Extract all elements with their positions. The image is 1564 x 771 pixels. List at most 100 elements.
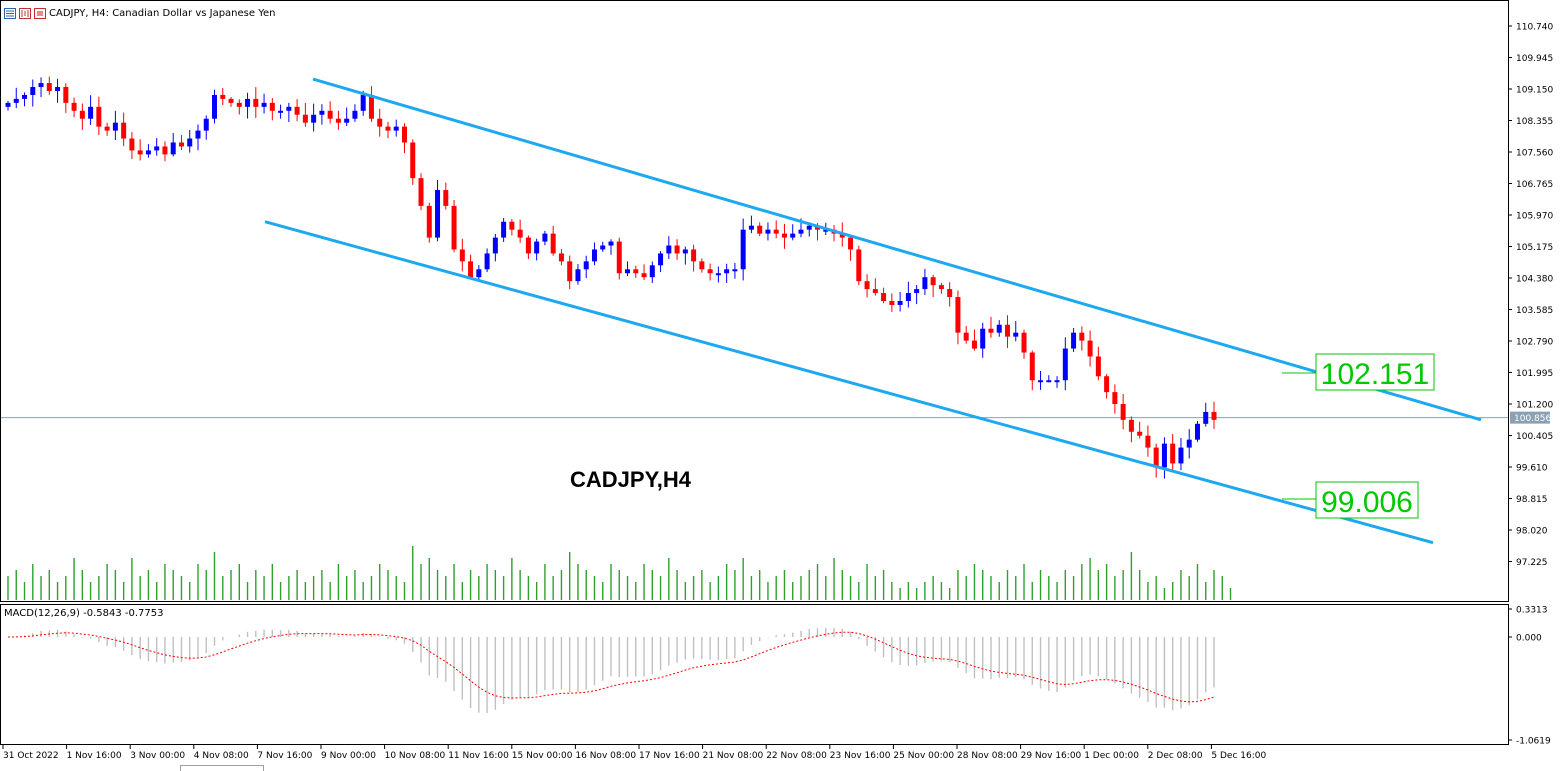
candle-body <box>476 269 482 278</box>
macd-tick-label: -1.0619 <box>1516 737 1551 747</box>
candle-body <box>567 261 573 282</box>
candle-body <box>154 146 160 151</box>
time-tick-label: 31 Oct 2022 <box>3 751 59 761</box>
candle-body <box>245 98 251 107</box>
candle-body <box>385 126 391 131</box>
macd-tick-label: 0.3313 <box>1516 606 1548 616</box>
candle-body <box>773 229 779 234</box>
time-tick-label: 1 Dec 00:00 <box>1084 751 1139 761</box>
candle-body <box>468 261 474 278</box>
candle-body <box>872 289 878 294</box>
candle-body <box>104 126 110 131</box>
candle-body <box>368 94 374 119</box>
candle-body <box>1178 447 1184 464</box>
chart-description: Canadian Dollar vs Japanese Yen <box>112 7 276 19</box>
price-tick-label: 99.610 <box>1516 464 1548 474</box>
upper-level-box[interactable] <box>1315 353 1435 391</box>
candle-body <box>88 106 94 119</box>
candle-body <box>955 297 961 333</box>
current-price-label: 100.856 <box>1514 414 1551 424</box>
price-tick-label: 102.790 <box>1516 338 1553 348</box>
candle-body <box>947 289 953 298</box>
channel-lower-line[interactable] <box>264 220 1434 545</box>
candle-body <box>864 281 870 290</box>
time-tick-label: 28 Nov 08:00 <box>957 751 1018 761</box>
candle-body <box>1145 435 1151 448</box>
price-tick-label: 104.380 <box>1516 275 1553 285</box>
candle-body <box>691 249 697 262</box>
time-tick-label: 16 Nov 08:00 <box>575 751 636 761</box>
macd-label: MACD(12,26,9) -0.5843 -0.7753 <box>4 608 164 619</box>
chart-type-icon[interactable] <box>19 7 31 19</box>
channel-upper-line[interactable] <box>312 77 1482 422</box>
candle-body <box>5 102 11 107</box>
chart-tab[interactable] <box>180 765 264 771</box>
candle-body <box>228 98 234 103</box>
price-tick-label: 109.945 <box>1516 54 1553 64</box>
time-tick-label: 11 Nov 16:00 <box>448 751 509 761</box>
candle-body <box>112 122 118 131</box>
candle-body <box>988 328 994 333</box>
candle-body <box>798 229 804 234</box>
candle-body <box>740 229 746 270</box>
candle-body <box>294 106 300 115</box>
candle-body <box>401 126 407 143</box>
candle-body <box>55 87 61 91</box>
candle-body <box>46 83 52 91</box>
candle-body <box>806 225 812 230</box>
candle-body <box>426 205 432 238</box>
candle-body <box>1029 352 1035 381</box>
candle-body <box>1046 380 1052 383</box>
candle-body <box>178 142 184 147</box>
symbol-list-icon[interactable] <box>4 7 16 19</box>
candle-body <box>996 324 1002 333</box>
candle-body <box>591 249 597 262</box>
candle-body <box>484 253 490 270</box>
candle-body <box>13 98 19 103</box>
candle-body <box>1062 348 1068 381</box>
macd-histogram <box>15 627 1215 713</box>
candle-body <box>748 225 754 230</box>
candle-body <box>145 150 151 155</box>
candle-body <box>187 138 193 147</box>
candle-body <box>616 241 622 274</box>
candle-body <box>410 142 416 179</box>
candle-body <box>707 269 713 274</box>
candle-body <box>856 249 862 282</box>
candle-body <box>757 225 763 234</box>
candle-body <box>71 102 77 111</box>
candle-body <box>278 110 284 113</box>
candle-body <box>575 269 581 282</box>
lower-level-box[interactable] <box>1315 481 1419 519</box>
candle-body <box>352 110 358 119</box>
candle-body <box>1128 419 1134 432</box>
time-tick-label: 9 Nov 00:00 <box>321 751 376 761</box>
candle-body <box>1087 340 1093 357</box>
candle-body <box>236 102 242 107</box>
candle-body <box>1120 404 1126 420</box>
candle-body <box>658 253 664 266</box>
time-tick-label: 7 Nov 16:00 <box>257 751 312 761</box>
volume-histogram <box>7 546 1232 600</box>
candle-body <box>649 265 655 278</box>
candle-body <box>418 178 424 206</box>
price-tick-label: 110.740 <box>1516 23 1553 33</box>
candle-body <box>459 249 465 262</box>
price-tick-label: 97.225 <box>1516 558 1548 568</box>
candle-body <box>699 261 705 270</box>
candle-body <box>889 300 895 305</box>
candle-body <box>1194 423 1200 440</box>
current-price-badge <box>1510 411 1550 424</box>
properties-icon[interactable] <box>34 7 46 19</box>
candle-body <box>63 87 69 103</box>
price-tick-label: 103.585 <box>1516 306 1553 316</box>
candle-body <box>608 241 614 246</box>
candle-body <box>509 221 515 230</box>
upper-level-label: 102.151 <box>1321 358 1429 391</box>
candle-body <box>666 245 672 254</box>
candle-body <box>914 289 920 294</box>
candle-body <box>1112 392 1118 404</box>
price-tick-label: 101.995 <box>1516 369 1553 379</box>
candle-body <box>1004 324 1010 337</box>
